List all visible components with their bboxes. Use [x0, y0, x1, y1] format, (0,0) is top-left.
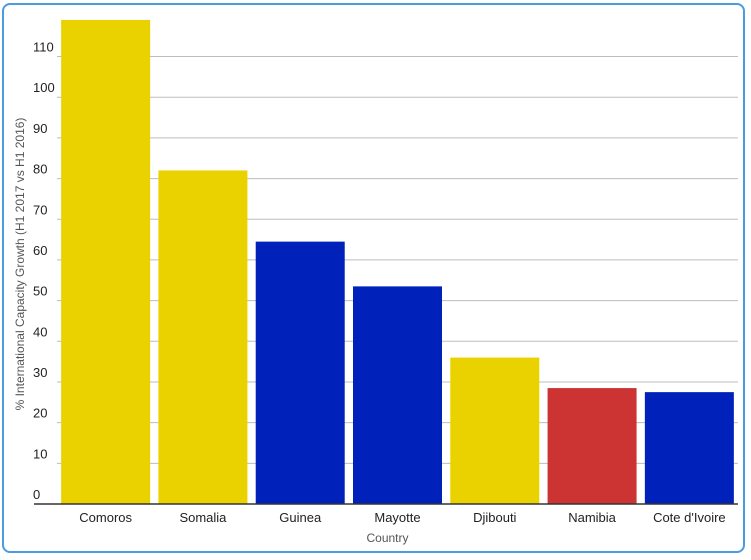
- y-tick-label: 50: [33, 284, 47, 299]
- y-tick-label: 90: [33, 121, 47, 136]
- x-tick-label: Cote d'Ivoire: [653, 510, 726, 525]
- y-tick-label: 60: [33, 243, 47, 258]
- x-tick-label: Somalia: [179, 510, 227, 525]
- bar-namibia: [547, 388, 637, 504]
- bar-djibouti: [450, 357, 540, 504]
- x-axis-ticks: Comoros Somalia Guinea Mayotte Djibouti Namib…: [79, 510, 725, 525]
- bars: [61, 19, 734, 505]
- y-axis-title: % International Capacity Growth (H1 2017…: [13, 118, 27, 411]
- x-tick-label: Namibia: [568, 510, 616, 525]
- bar-somalia: [158, 170, 248, 504]
- x-tick-label: Mayotte: [374, 510, 420, 525]
- y-tick-label: 20: [33, 406, 47, 421]
- bar-mayotte: [353, 286, 442, 504]
- x-tick-label: Djibouti: [473, 510, 516, 525]
- y-tick-label: 40: [33, 324, 47, 339]
- y-tick-label: 0: [33, 487, 40, 502]
- x-tick-label: Comoros: [79, 510, 132, 525]
- bar-cote-d-ivoire: [644, 392, 734, 504]
- y-axis-ticks: 0 10 20 30 40 50 60 70 80 90 100 110: [33, 40, 55, 502]
- x-axis-title: Country: [366, 531, 408, 545]
- y-tick-label: 80: [33, 162, 47, 177]
- x-tick-label: Guinea: [279, 510, 322, 525]
- y-tick-label: 10: [33, 446, 47, 461]
- bar-guinea: [255, 241, 345, 504]
- bar-comoros: [61, 19, 151, 505]
- y-tick-label: 100: [33, 80, 55, 95]
- y-tick-label: 70: [33, 202, 47, 217]
- y-tick-label: 110: [33, 40, 54, 55]
- y-tick-label: 30: [33, 365, 47, 380]
